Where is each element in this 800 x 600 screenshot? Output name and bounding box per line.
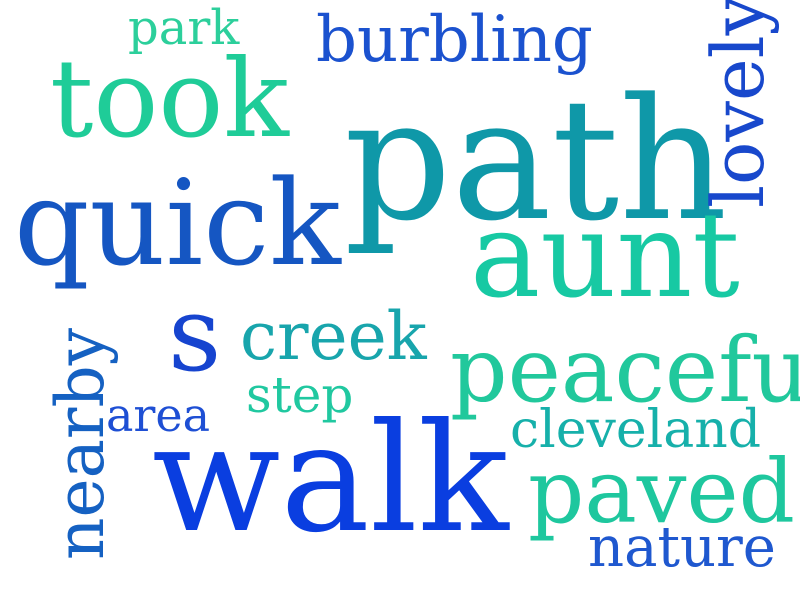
word-step: step bbox=[246, 366, 354, 424]
word-aunt: aunt bbox=[470, 186, 740, 324]
word-lovely: lovely bbox=[696, 0, 780, 208]
word-s: s bbox=[168, 273, 222, 395]
word-burbling: burbling bbox=[316, 3, 593, 77]
word-nearby: nearby bbox=[42, 328, 119, 560]
word-park: park bbox=[128, 0, 240, 56]
word-creek: creek bbox=[240, 298, 427, 375]
word-paved: paved bbox=[528, 440, 795, 543]
word-path: path bbox=[344, 62, 728, 258]
word-peaceful: peaceful bbox=[450, 318, 800, 423]
word-took: took bbox=[50, 37, 289, 162]
word-area: area bbox=[106, 388, 211, 442]
word-walk: walk bbox=[152, 392, 509, 566]
word-cleveland: cleveland bbox=[510, 400, 762, 460]
word-quick: quick bbox=[14, 154, 341, 292]
word-nature: nature bbox=[588, 515, 776, 580]
